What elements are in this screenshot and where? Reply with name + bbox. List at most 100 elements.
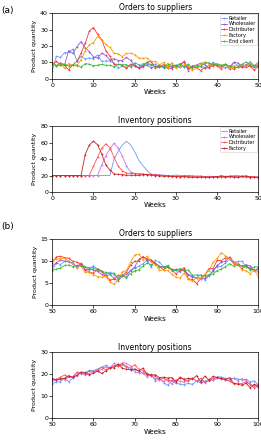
Factory [191, 175, 194, 180]
Y-axis label: Product quantity: Product quantity [33, 246, 38, 298]
Distributer [257, 64, 260, 69]
Title: Orders to suppliers: Orders to suppliers [119, 4, 192, 12]
Retailer [203, 175, 206, 180]
End client [245, 59, 248, 65]
Wholesaler [257, 63, 260, 68]
Retailer [51, 68, 54, 73]
Wholesaler [100, 51, 103, 56]
Distributer [191, 174, 194, 179]
Distributer [207, 65, 210, 70]
Distributer [51, 173, 54, 178]
Line: Retailer: Retailer [52, 141, 258, 178]
Wholesaler [80, 39, 83, 44]
End client [51, 60, 54, 66]
Line: Distributer: Distributer [51, 26, 260, 72]
Factory [121, 54, 124, 59]
Factory [51, 173, 54, 178]
Factory [92, 139, 95, 144]
Factory [207, 61, 210, 66]
End client [257, 60, 260, 65]
Wholesaler [121, 58, 124, 63]
Factory [195, 175, 198, 180]
Factory [51, 62, 54, 67]
Retailer [191, 65, 194, 70]
X-axis label: Weeks: Weeks [144, 89, 167, 95]
Retailer [117, 65, 120, 70]
Wholesaler [257, 175, 260, 180]
Wholesaler [253, 65, 256, 70]
Distributer [96, 154, 99, 160]
Retailer [253, 63, 256, 68]
End client [203, 60, 206, 66]
Y-axis label: Product quantity: Product quantity [32, 133, 37, 185]
Distributer [191, 64, 194, 70]
Wholesaler [51, 62, 54, 67]
Y-axis label: Product quantity: Product quantity [32, 20, 37, 72]
End client [96, 62, 99, 68]
Retailer [71, 47, 74, 52]
Distributer [253, 175, 256, 180]
Wholesaler [253, 174, 256, 180]
X-axis label: Weeks: Weeks [144, 315, 167, 322]
Title: Inventory positions: Inventory positions [118, 117, 192, 125]
Line: Distributer: Distributer [51, 143, 260, 180]
Factory [253, 63, 256, 69]
Retailer [51, 173, 54, 178]
Legend: Retailer, Wholesaler, Distributer, Factory: Retailer, Wholesaler, Distributer, Facto… [220, 127, 257, 152]
Wholesaler [117, 58, 120, 63]
Retailer [125, 139, 128, 144]
Factory [100, 151, 103, 157]
Factory [257, 174, 260, 180]
Text: (b): (b) [1, 222, 14, 231]
Wholesaler [203, 174, 206, 180]
Wholesaler [207, 65, 210, 70]
Wholesaler [195, 62, 198, 68]
Legend: Retailer, Wholesaler, Distributer, Factory, End client: Retailer, Wholesaler, Distributer, Facto… [220, 14, 257, 45]
Wholesaler [121, 153, 124, 158]
Wholesaler [112, 141, 116, 146]
Distributer [51, 62, 54, 67]
Retailer [100, 59, 103, 64]
Retailer [112, 156, 116, 161]
Retailer [257, 175, 260, 180]
Retailer [96, 173, 99, 178]
End client [191, 65, 194, 70]
Distributer [203, 174, 206, 180]
Factory [117, 172, 120, 177]
Distributer [253, 68, 256, 73]
Distributer [92, 25, 95, 30]
Title: Inventory positions: Inventory positions [118, 342, 192, 352]
Factory [253, 174, 256, 180]
X-axis label: Weeks: Weeks [144, 429, 167, 435]
Factory [191, 68, 194, 73]
End client [117, 62, 120, 67]
Factory [117, 51, 120, 56]
Line: Wholesaler: Wholesaler [51, 142, 260, 179]
Distributer [257, 175, 260, 180]
Factory [257, 62, 260, 67]
Distributer [104, 141, 107, 147]
Distributer [117, 164, 120, 169]
Distributer [117, 62, 120, 67]
Factory [121, 172, 124, 177]
Line: Wholesaler: Wholesaler [51, 40, 260, 72]
Factory [100, 37, 103, 43]
End client [253, 63, 256, 68]
Wholesaler [117, 145, 120, 150]
Retailer [207, 175, 210, 180]
Line: End client: End client [51, 61, 260, 70]
End client [162, 65, 165, 70]
Retailer [121, 63, 124, 69]
Line: Factory: Factory [51, 140, 260, 179]
Factory [195, 65, 198, 70]
Distributer [199, 68, 202, 73]
Line: Retailer: Retailer [51, 48, 260, 72]
Retailer [203, 65, 206, 70]
Retailer [257, 62, 260, 67]
X-axis label: Weeks: Weeks [144, 202, 167, 209]
Retailer [191, 173, 194, 179]
Wholesaler [51, 173, 54, 178]
Wholesaler [187, 68, 190, 73]
Title: Orders to suppliers: Orders to suppliers [119, 230, 192, 238]
Wholesaler [96, 173, 99, 178]
